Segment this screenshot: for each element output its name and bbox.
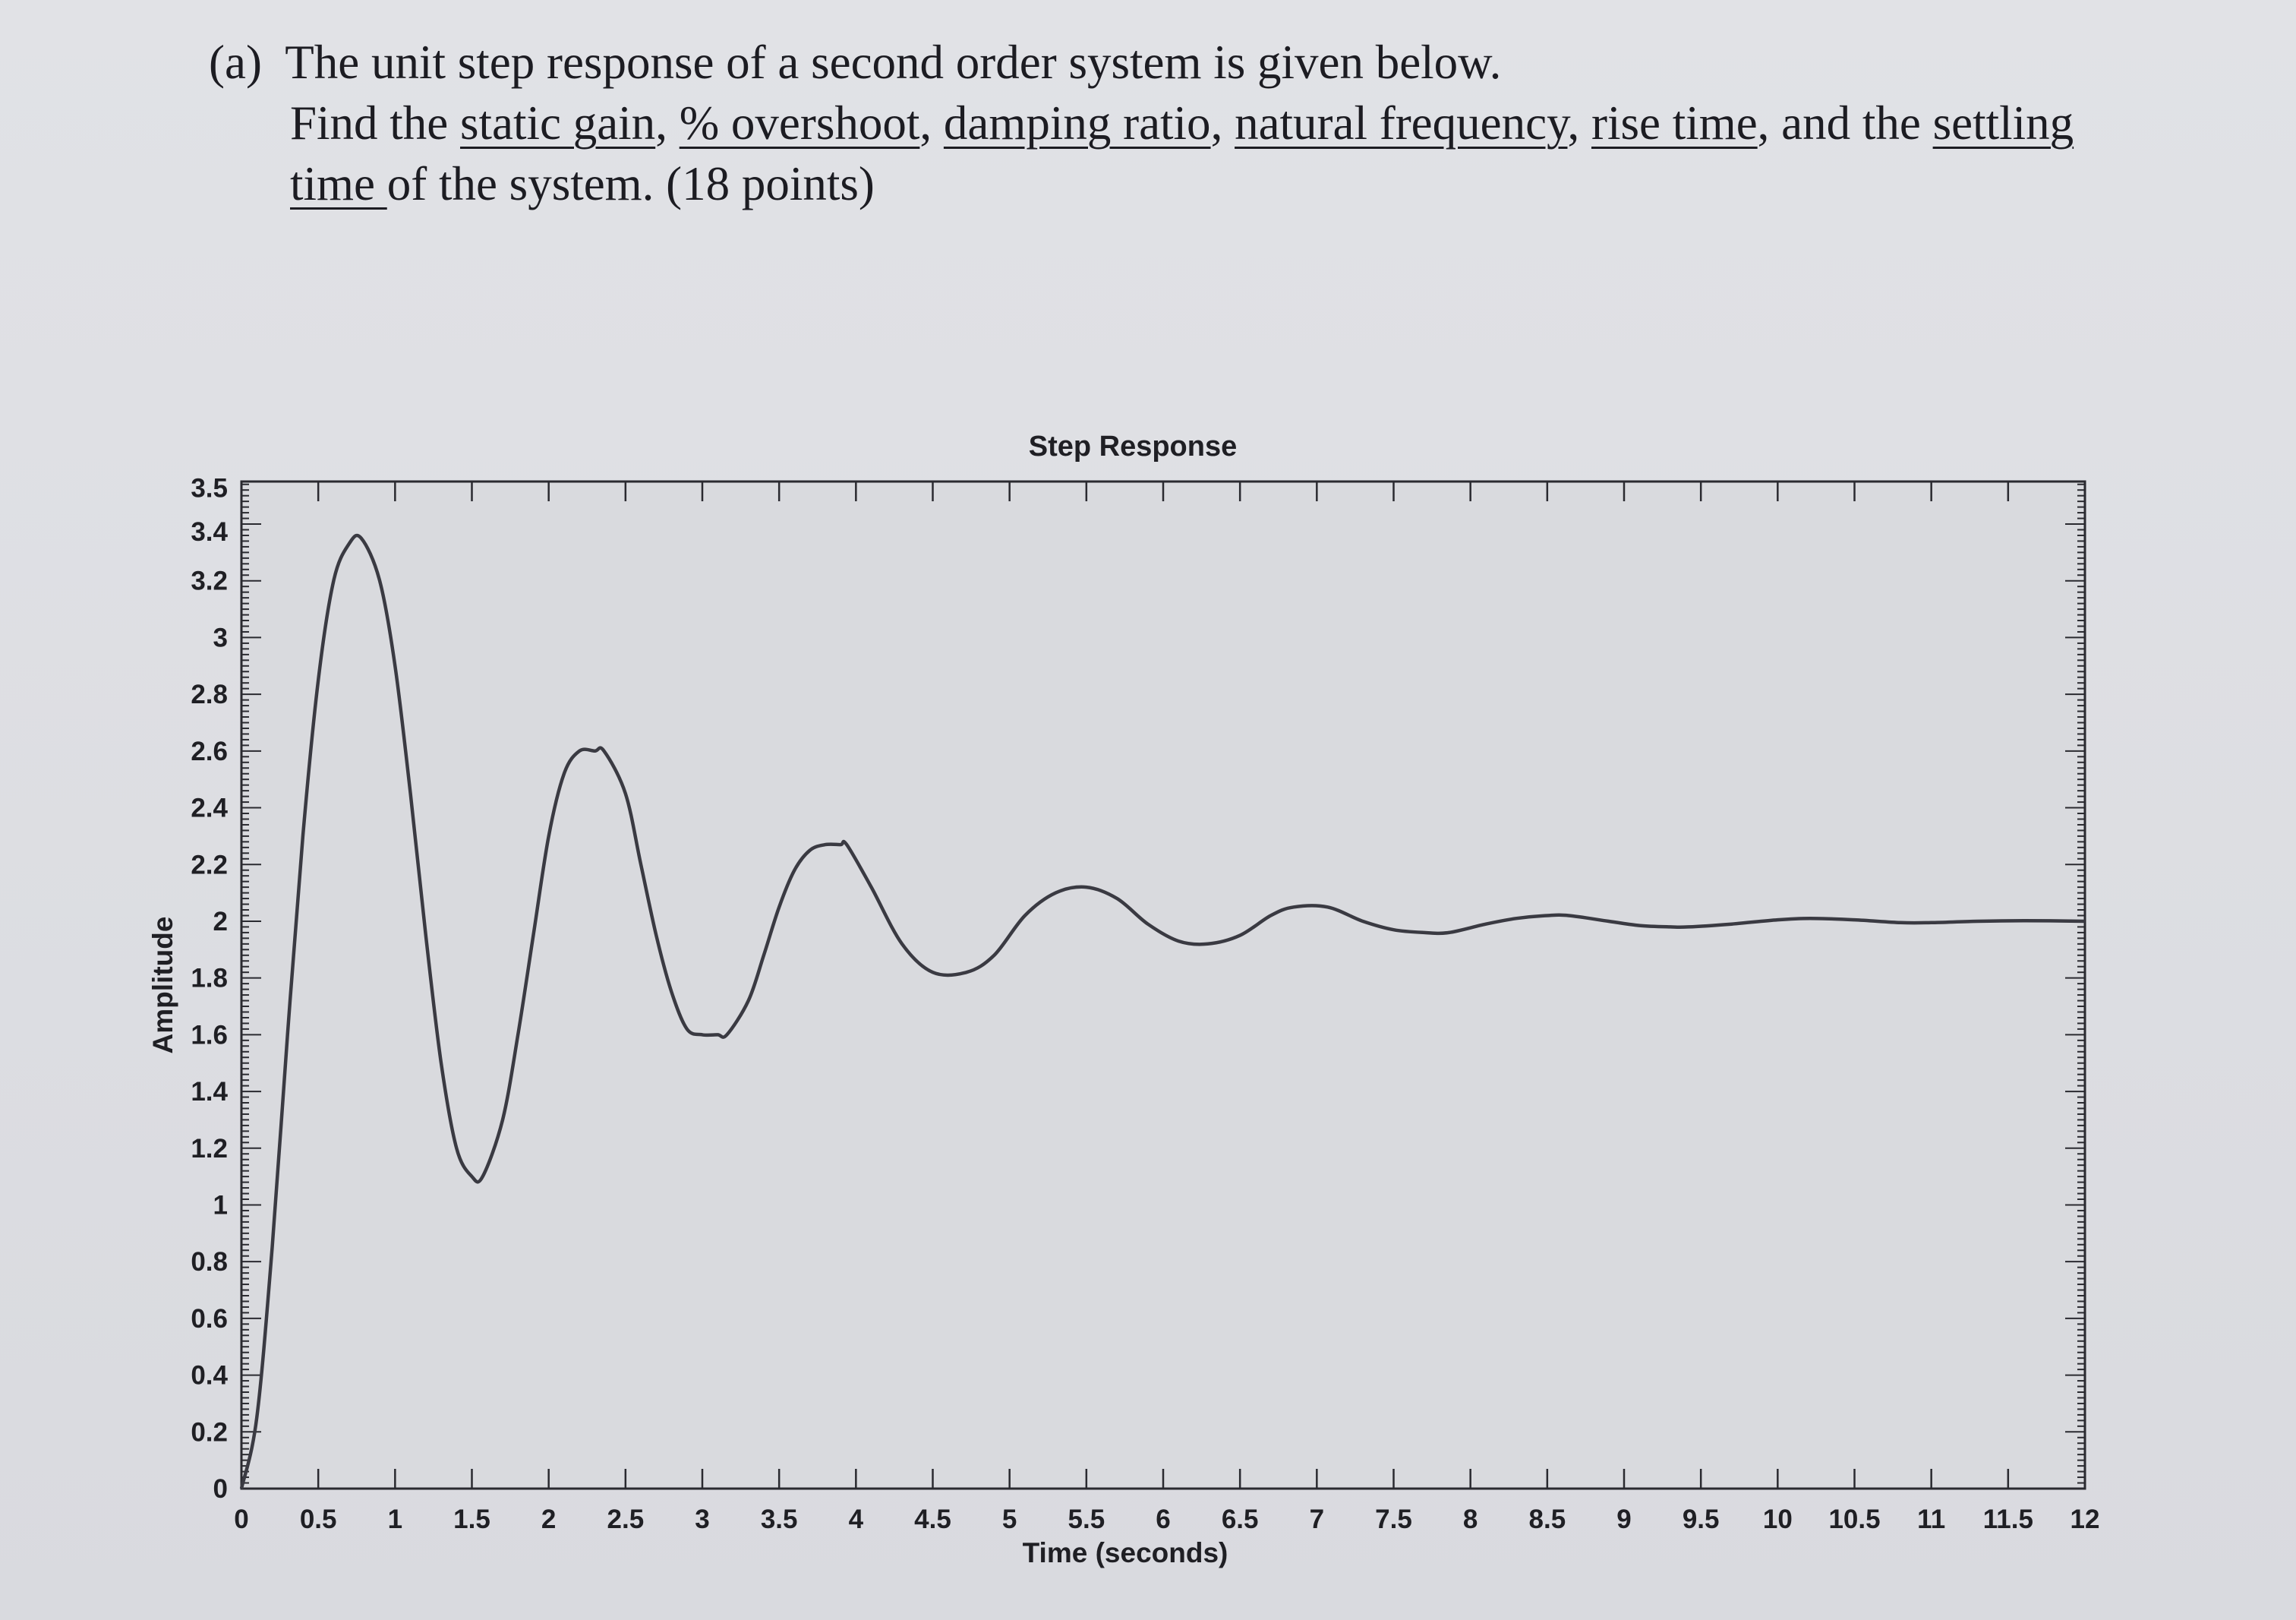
x-tick-label: 9.5 [1683, 1505, 1720, 1534]
x-axis-label: Time (seconds) [1023, 1537, 1228, 1568]
x-tick-label: 3 [695, 1505, 709, 1534]
y-tick-label: 0.2 [191, 1417, 228, 1447]
step-response-line [239, 533, 2086, 1489]
x-tick-label: 12 [2070, 1505, 2100, 1534]
y-tick-label: 2.6 [191, 737, 228, 766]
sep-5: , and the [1757, 96, 1933, 150]
x-tick-label: 4 [849, 1505, 864, 1534]
x-tick-label: 5 [1002, 1505, 1017, 1534]
sep-1: , [655, 96, 680, 150]
y-tick-label: 0.6 [191, 1304, 228, 1334]
plot-frame [240, 480, 2086, 1490]
series-layer [239, 533, 2086, 1489]
x-tick-label: 3.5 [761, 1505, 798, 1534]
question-line-3: time of the system. (18 points) [209, 153, 2259, 214]
y-tick-label: 1 [213, 1190, 228, 1220]
question-label: (a) [209, 36, 262, 89]
underlined-overshoot: % overshoot [679, 96, 920, 150]
x-tick-label: 4.5 [914, 1505, 951, 1534]
y-axis-label: Amplitude [147, 917, 178, 1054]
sep-3: , [1210, 96, 1235, 150]
x-tick-label: 10.5 [1828, 1505, 1880, 1534]
x-tick-label: 2.5 [607, 1505, 645, 1534]
y-tick-label: 3.2 [191, 567, 228, 596]
y-tick-label: 0.4 [191, 1361, 228, 1391]
axis-labels: 0 0.5 1 1.5 2 2.5 3 3.5 4 4.5 5 5.5 6 6.5 7 7.5 8 8.5 9 9.5… [147, 431, 2099, 1568]
x-tick-label: 6.5 [1222, 1505, 1259, 1534]
x-tick-label: 10 [1763, 1505, 1793, 1534]
y-tick-label: 1.6 [191, 1020, 228, 1050]
y-tick-label: 2.2 [191, 850, 228, 879]
x-tick-label: 8.5 [1529, 1505, 1566, 1534]
y-tick-label: 2.4 [191, 794, 228, 823]
y-tick-label: 1.4 [191, 1077, 228, 1107]
chart-title: Step Response [1029, 431, 1238, 463]
y-tick-label: 2 [213, 907, 228, 936]
x-tick-label: 8 [1463, 1505, 1478, 1534]
question-line-2: Find the static gain, % overshoot, dampi… [209, 93, 2259, 153]
x-tick-label: 5.5 [1068, 1505, 1105, 1534]
y-tick-label: 1.2 [191, 1134, 228, 1164]
question-line-2-prefix: Find the [290, 96, 461, 150]
x-tick-label: 0 [234, 1505, 248, 1534]
underlined-rise-time: rise time [1591, 96, 1758, 150]
x-tick-label: 7 [1310, 1505, 1324, 1534]
underlined-damping-ratio: damping ratio [943, 96, 1211, 150]
x-tick-label: 6 [1156, 1505, 1170, 1534]
underlined-static-gain: static gain [460, 96, 656, 150]
question-text: (a) The unit step response of a second o… [209, 32, 2259, 214]
plot-area [241, 482, 2085, 1489]
x-tick-label: 1 [388, 1505, 402, 1534]
y-tick-label: 3 [213, 623, 228, 652]
underlined-natural-frequency: natural frequency [1235, 96, 1568, 150]
x-tick-label: 9 [1616, 1505, 1631, 1534]
x-tick-label: 11 [1917, 1505, 1945, 1534]
sep-2: , [919, 96, 944, 150]
question-sentence-1: The unit step response of a second order… [285, 36, 1502, 89]
question-line-3-rest: of the system. (18 points) [386, 157, 875, 210]
axis-ticks [240, 482, 2086, 1489]
y-tick-label: 1.8 [191, 964, 228, 993]
y-tick-label: 0 [213, 1474, 228, 1504]
y-tick-label: 2.8 [191, 680, 228, 709]
x-tick-label: 2 [541, 1505, 556, 1534]
sep-4: , [1567, 96, 1591, 150]
underlined-time: time [290, 157, 387, 210]
y-tick-label: 3.4 [191, 517, 228, 547]
x-tick-label: 11.5 [1983, 1505, 2033, 1534]
x-tick-label: 1.5 [453, 1505, 490, 1534]
x-tick-label: 7.5 [1375, 1505, 1412, 1534]
y-tick-label: 0.8 [191, 1247, 228, 1277]
underlined-settling: settling [1932, 96, 2074, 150]
question-line-1: (a) The unit step response of a second o… [209, 32, 2259, 93]
y-tick-label: 3.5 [191, 474, 228, 504]
x-tick-label: 0.5 [300, 1505, 337, 1534]
